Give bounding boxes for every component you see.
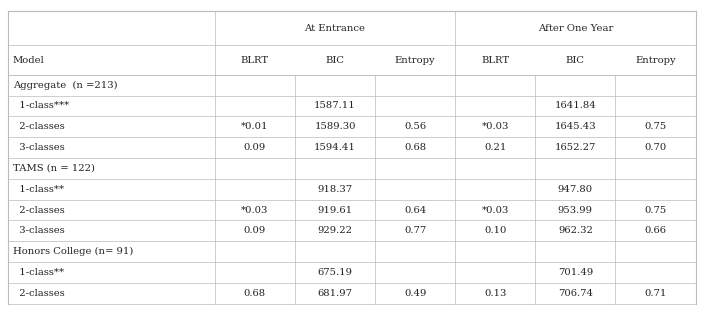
Text: 2-classes: 2-classes <box>13 206 65 215</box>
Text: 962.32: 962.32 <box>558 226 593 235</box>
Text: 2-classes: 2-classes <box>13 122 65 131</box>
Text: 0.10: 0.10 <box>484 226 506 235</box>
Text: Entropy: Entropy <box>395 55 436 64</box>
Text: 701.49: 701.49 <box>558 268 593 277</box>
Text: 1594.41: 1594.41 <box>314 143 356 152</box>
Text: 1641.84: 1641.84 <box>555 101 596 110</box>
Text: Honors College (n= 91): Honors College (n= 91) <box>13 247 133 256</box>
Text: 0.64: 0.64 <box>404 206 426 215</box>
Text: 918.37: 918.37 <box>318 185 353 194</box>
Text: At Entrance: At Entrance <box>305 24 365 33</box>
Text: 0.66: 0.66 <box>644 226 667 235</box>
Text: 1-class***: 1-class*** <box>13 101 69 110</box>
Text: 0.68: 0.68 <box>244 289 266 298</box>
Text: BIC: BIC <box>325 55 344 64</box>
Text: 929.22: 929.22 <box>318 226 353 235</box>
Text: 0.09: 0.09 <box>244 226 266 235</box>
Text: 1-class**: 1-class** <box>13 268 64 277</box>
Text: 953.99: 953.99 <box>558 206 593 215</box>
Text: 2-classes: 2-classes <box>13 289 65 298</box>
Text: 947.80: 947.80 <box>558 185 593 194</box>
Text: 0.71: 0.71 <box>644 289 667 298</box>
Text: 681.97: 681.97 <box>318 289 353 298</box>
Text: BIC: BIC <box>566 55 585 64</box>
Text: TAMS (n = 122): TAMS (n = 122) <box>13 164 94 173</box>
Text: *0.01: *0.01 <box>241 122 269 131</box>
Text: 706.74: 706.74 <box>558 289 593 298</box>
Text: 1652.27: 1652.27 <box>555 143 596 152</box>
Text: 1645.43: 1645.43 <box>555 122 596 131</box>
Text: 0.13: 0.13 <box>484 289 506 298</box>
Text: 0.09: 0.09 <box>244 143 266 152</box>
Text: 919.61: 919.61 <box>318 206 353 215</box>
Text: BLRT: BLRT <box>241 55 269 64</box>
Text: 0.68: 0.68 <box>404 143 426 152</box>
Text: 0.77: 0.77 <box>404 226 426 235</box>
Text: 1589.30: 1589.30 <box>314 122 356 131</box>
Text: 0.70: 0.70 <box>644 143 667 152</box>
Text: Model: Model <box>13 55 44 64</box>
Text: BLRT: BLRT <box>482 55 509 64</box>
Text: *0.03: *0.03 <box>241 206 268 215</box>
Text: *0.03: *0.03 <box>482 122 509 131</box>
Text: 675.19: 675.19 <box>318 268 353 277</box>
Text: 1587.11: 1587.11 <box>314 101 356 110</box>
Text: Aggregate  (n =213): Aggregate (n =213) <box>13 81 118 90</box>
Text: *0.03: *0.03 <box>482 206 509 215</box>
Text: 1-class**: 1-class** <box>13 185 64 194</box>
Text: 0.75: 0.75 <box>644 122 667 131</box>
Text: 0.49: 0.49 <box>404 289 427 298</box>
Text: After One Year: After One Year <box>538 24 613 33</box>
Text: 0.56: 0.56 <box>404 122 426 131</box>
Text: Entropy: Entropy <box>635 55 676 64</box>
Text: 0.75: 0.75 <box>644 206 667 215</box>
Text: 3-classes: 3-classes <box>13 226 65 235</box>
Text: 3-classes: 3-classes <box>13 143 65 152</box>
Text: 0.21: 0.21 <box>484 143 506 152</box>
